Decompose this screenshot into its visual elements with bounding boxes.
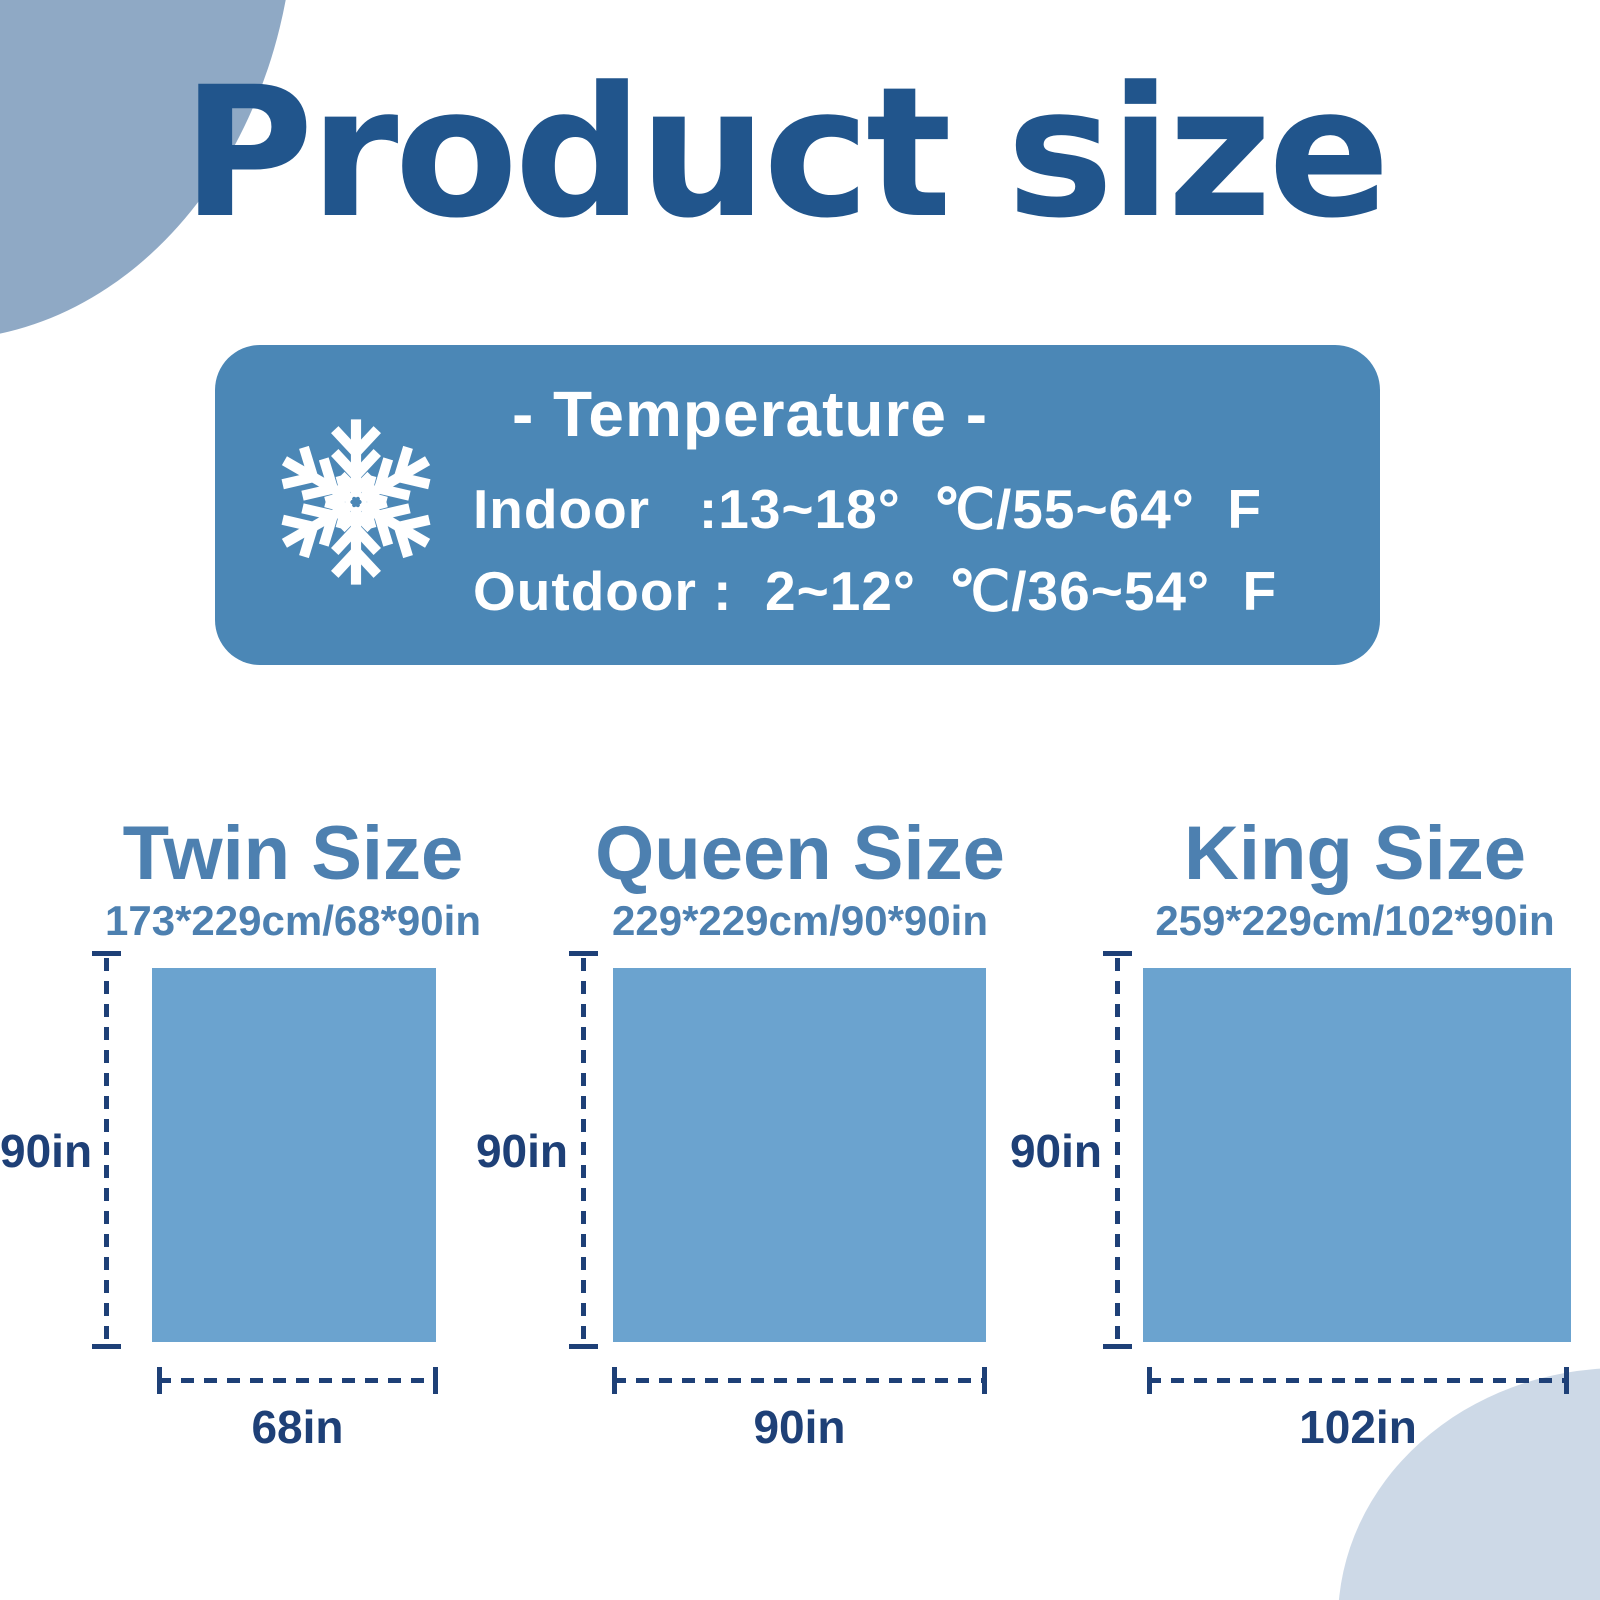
size-name-queen: Queen Size	[595, 811, 1005, 896]
height-label-king: 90in	[1009, 1125, 1102, 1177]
width-dimension-line-queen	[612, 1367, 987, 1394]
height-label-twin: 90in	[0, 1125, 93, 1177]
size-dimensions-twin: 173*229cm/68*90in	[105, 897, 481, 944]
size-dimensions-king: 259*229cm/102*90in	[1155, 897, 1555, 944]
indoor-temperature-text: Indoor :13~18° ℃/55~64° F	[473, 478, 1262, 540]
temperature-heading: - Temperature -	[511, 378, 989, 450]
bed-rectangle-king	[1143, 968, 1571, 1342]
temperature-panel: - Temperature - Indoor :13~18° ℃/55~64° …	[215, 345, 1380, 665]
width-label-queen: 90in	[753, 1401, 846, 1453]
height-dimension-line-twin	[92, 951, 121, 1349]
outdoor-temperature-text: Outdoor : 2~12° ℃/36~54° F	[473, 560, 1278, 622]
snowflake-icon	[281, 419, 431, 585]
bed-rectangle-queen	[613, 968, 986, 1342]
height-dimension-line-king	[1103, 951, 1132, 1349]
width-label-king: 102in	[1299, 1401, 1417, 1453]
height-dimension-line-queen	[569, 951, 598, 1349]
size-name-king: King Size	[1183, 811, 1527, 896]
size-dimensions-queen: 229*229cm/90*90in	[612, 897, 988, 944]
width-dimension-line-twin	[157, 1367, 438, 1394]
width-dimension-line-king	[1147, 1367, 1569, 1394]
bed-rectangle-twin	[152, 968, 436, 1342]
width-label-twin: 68in	[251, 1401, 344, 1453]
height-label-queen: 90in	[475, 1125, 568, 1177]
size-name-twin: Twin Size	[122, 811, 464, 896]
page-title: Product size	[181, 49, 1390, 258]
